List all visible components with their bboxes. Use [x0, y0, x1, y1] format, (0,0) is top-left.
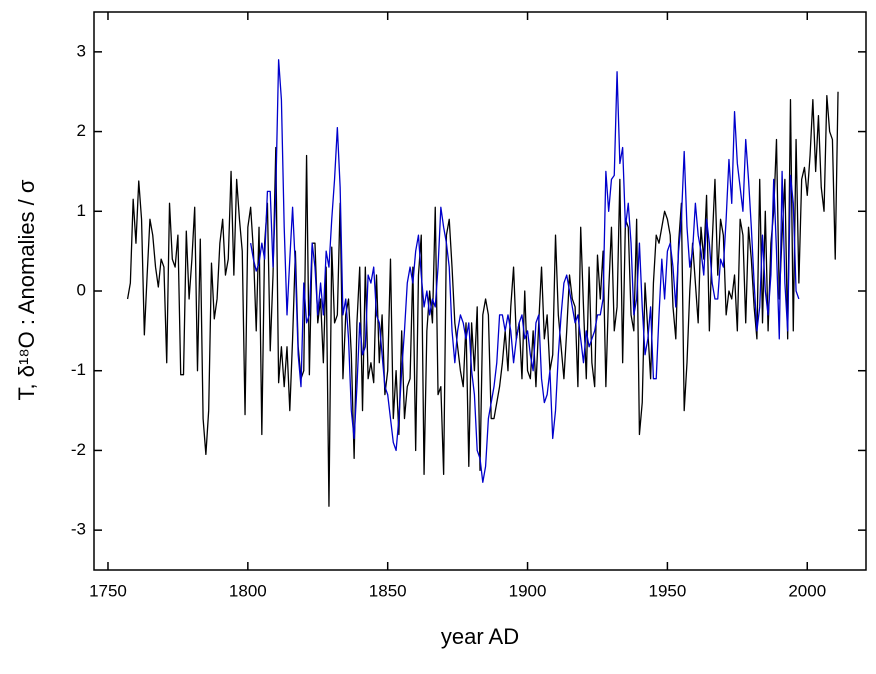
x-tick-label: 2000 [788, 581, 826, 600]
series-line [249, 59, 800, 483]
x-tick-label: 1750 [89, 581, 127, 600]
y-tick-label: 2 [77, 121, 86, 140]
y-tick-label: -1 [71, 360, 86, 379]
y-tick-label: -3 [71, 520, 86, 539]
x-axis-label: year AD [441, 624, 519, 649]
y-axis-label: T, δ¹⁸O : Anomalies / σ [14, 179, 39, 400]
x-tick-label: 1850 [369, 581, 407, 600]
series-line [126, 91, 839, 507]
y-tick-label: 0 [77, 280, 86, 299]
x-tick-label: 1900 [509, 581, 547, 600]
y-tick-label: 3 [77, 41, 86, 60]
y-tick-label: -2 [71, 440, 86, 459]
x-tick-label: 1800 [229, 581, 267, 600]
y-tick-label: 1 [77, 201, 86, 220]
x-tick-label: 1950 [648, 581, 686, 600]
plot-frame [93, 11, 867, 571]
